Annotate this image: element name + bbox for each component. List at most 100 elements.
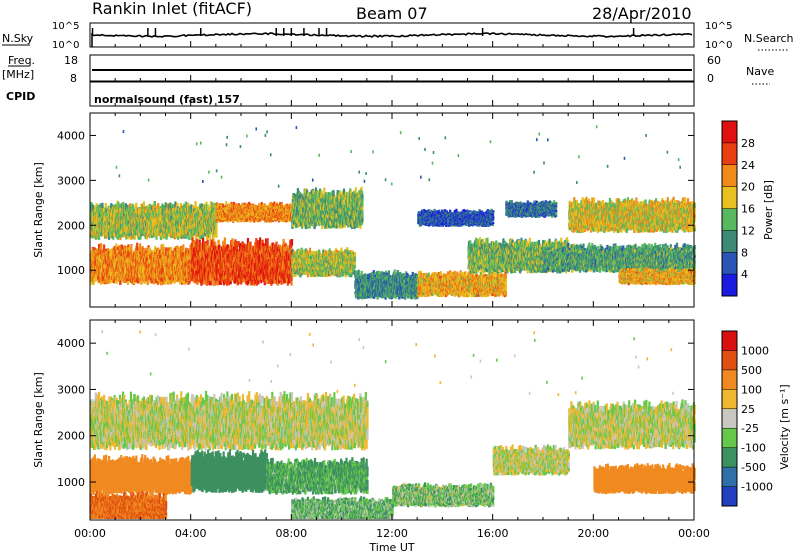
power-cell bbox=[170, 233, 173, 237]
power-cell bbox=[280, 201, 284, 206]
power-cell bbox=[97, 236, 101, 240]
power-cell bbox=[308, 224, 311, 229]
power-cell bbox=[113, 232, 116, 237]
power-cell bbox=[129, 203, 132, 209]
power-cell bbox=[243, 202, 246, 206]
cpid-program: normalsound (fast) 157 bbox=[94, 93, 240, 106]
power-cell bbox=[184, 232, 187, 237]
power-cell bbox=[125, 235, 128, 240]
power-cell bbox=[108, 221, 111, 225]
power-cell bbox=[123, 233, 126, 238]
power-cell bbox=[118, 204, 121, 211]
noise-right-tick-top: 10^5 bbox=[705, 21, 732, 32]
power-cell bbox=[155, 214, 158, 218]
power-cell bbox=[122, 202, 125, 210]
power-cell bbox=[208, 236, 211, 240]
power-cell bbox=[105, 208, 109, 213]
power-cell bbox=[91, 234, 94, 239]
power-cell bbox=[155, 236, 158, 240]
power-cell bbox=[142, 201, 146, 209]
power-cell bbox=[124, 203, 128, 211]
power-cell bbox=[144, 206, 147, 214]
power-cell bbox=[189, 222, 192, 226]
power-cell bbox=[92, 205, 95, 210]
nave-tick-top: 60 bbox=[707, 54, 721, 67]
power-cell bbox=[173, 231, 176, 236]
power-cell bbox=[120, 203, 123, 209]
power-cell bbox=[144, 213, 147, 218]
power-cell bbox=[117, 230, 120, 235]
power-cell bbox=[104, 202, 107, 210]
power-cell bbox=[120, 233, 123, 238]
power-cell bbox=[127, 235, 130, 240]
power-cell bbox=[125, 233, 128, 238]
power-cell bbox=[104, 235, 107, 239]
power-cell bbox=[145, 206, 148, 209]
power-cell bbox=[174, 206, 177, 209]
power-cell bbox=[160, 218, 163, 222]
power-cell bbox=[121, 222, 125, 227]
power-cell bbox=[361, 218, 364, 223]
power-cell bbox=[177, 236, 180, 240]
noise-left-tick-top: 10^5 bbox=[52, 21, 79, 32]
power-cell bbox=[353, 225, 356, 230]
power-cell bbox=[323, 187, 326, 195]
power-cell bbox=[105, 234, 108, 239]
power-cell bbox=[130, 235, 133, 240]
power-cell bbox=[112, 236, 115, 240]
power-cell bbox=[101, 202, 104, 208]
power-cell bbox=[185, 234, 188, 239]
power-cell bbox=[184, 221, 187, 226]
power-cell bbox=[121, 233, 124, 238]
station-title: Rankin Inlet (fitACF) bbox=[92, 0, 252, 18]
power-cell bbox=[145, 235, 148, 240]
power-cell bbox=[172, 207, 175, 212]
power-cell bbox=[361, 193, 364, 195]
power-cell bbox=[185, 231, 188, 235]
power-cell bbox=[100, 232, 103, 237]
power-cell bbox=[175, 234, 178, 238]
power-cell bbox=[154, 206, 157, 209]
power-cell bbox=[181, 216, 184, 221]
power-cell bbox=[144, 210, 148, 213]
power-cell bbox=[138, 226, 141, 231]
power-heatmap bbox=[90, 125, 696, 300]
power-cell bbox=[289, 203, 292, 206]
noise-left-tick-bottom: 10^0 bbox=[52, 40, 79, 51]
power-cell bbox=[108, 232, 111, 237]
power-cell bbox=[129, 206, 132, 212]
power-cell bbox=[172, 204, 175, 208]
power-cell bbox=[138, 206, 141, 209]
power-cell bbox=[168, 233, 171, 237]
power-cell bbox=[97, 204, 100, 212]
noise-right-tick-bottom: 10^0 bbox=[705, 40, 732, 51]
power-cell bbox=[174, 201, 177, 208]
power-cell bbox=[115, 234, 118, 239]
beam-title: Beam 07 bbox=[356, 4, 428, 23]
freq-tick-bottom: 8 bbox=[70, 72, 77, 85]
nave-label: Nave bbox=[746, 65, 774, 78]
power-cell bbox=[238, 204, 241, 206]
power-cell bbox=[300, 193, 303, 195]
power-cell bbox=[152, 232, 156, 237]
power-cell bbox=[143, 207, 146, 209]
power-cell bbox=[134, 235, 137, 239]
power-cell bbox=[131, 203, 134, 208]
power-cell bbox=[117, 234, 120, 239]
noise-search-spikes bbox=[91, 28, 635, 47]
power-cell bbox=[153, 200, 156, 208]
power-cell bbox=[160, 236, 163, 241]
power-cell bbox=[188, 236, 191, 241]
power-cell bbox=[100, 243, 103, 251]
power-cell bbox=[215, 230, 218, 235]
power-cell bbox=[138, 236, 141, 241]
power-cell bbox=[207, 205, 210, 210]
power-cell bbox=[90, 234, 93, 238]
cpid-label: CPID bbox=[6, 90, 35, 103]
power-cell bbox=[106, 207, 109, 209]
power-cell bbox=[215, 234, 218, 238]
power-cell bbox=[184, 201, 187, 208]
power-cell bbox=[95, 220, 99, 225]
power-cell bbox=[169, 202, 172, 209]
power-cell bbox=[97, 221, 101, 226]
